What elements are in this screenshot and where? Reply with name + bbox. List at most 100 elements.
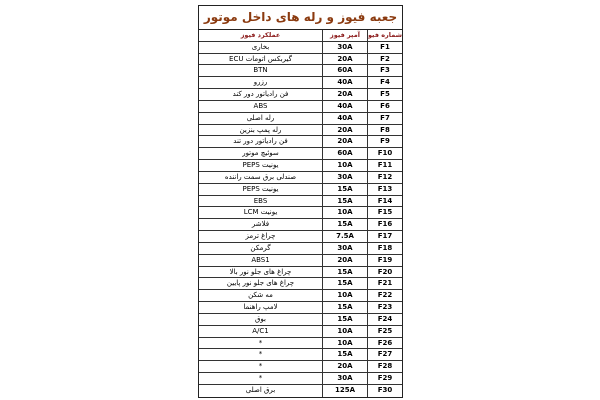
- table-row: رزرو 40A F4: [199, 77, 402, 90]
- fuse-function: گیربکس اتومات ECU: [199, 53, 323, 65]
- table-row: * 20A F28: [199, 361, 402, 374]
- fuse-number: F15: [377, 208, 393, 217]
- fuse-number: F16: [377, 220, 393, 229]
- fuse-function: رله اصلی: [199, 112, 323, 124]
- fuse-function: *: [199, 337, 323, 349]
- fuse-function: صندلی برق سمت راننده: [199, 171, 323, 183]
- table-row: چراغ ترمز 7.5A F17: [199, 231, 402, 243]
- fuse-function: BTN: [199, 65, 323, 77]
- fuse-amp: 10A: [323, 337, 368, 349]
- table-row: یونیت PEPS 10A F11: [199, 160, 402, 172]
- table-row: صندلی برق سمت راننده 30A F12: [199, 171, 402, 184]
- fuse-amp: 30A: [323, 41, 368, 53]
- fuse-amp: 15A: [323, 183, 368, 195]
- fuse-function: مه شکن: [199, 290, 323, 302]
- fuse-number: F13: [377, 184, 393, 193]
- table-row: * 10A F26: [199, 337, 402, 350]
- fuse-number: F2: [380, 54, 390, 63]
- header-amp: آمپر فیوز: [323, 30, 368, 41]
- header-number: شماره فیوز: [368, 31, 402, 39]
- table-row: چراغ های جلو نور بالا 15A F20: [199, 266, 402, 279]
- fuse-number: F8: [380, 125, 390, 134]
- fuse-function: بوق: [199, 313, 323, 325]
- fuse-amp: 40A: [323, 112, 368, 124]
- fuse-function: چراغ های جلو نور بالا: [199, 266, 323, 278]
- fuse-number: F19: [377, 255, 393, 264]
- fuse-amp: 15A: [323, 313, 368, 325]
- table-row: * 15A F27: [199, 349, 402, 362]
- fuse-function: فن رادیاتور دور کند: [199, 89, 323, 100]
- fuse-number: F11: [377, 161, 393, 170]
- fuse-number: F10: [377, 149, 393, 158]
- table-row: رله پمپ بنزین 20A F8: [199, 124, 402, 137]
- fuse-amp: 10A: [323, 207, 368, 219]
- fuse-amp: 10A: [323, 325, 368, 337]
- fuse-amp: 40A: [323, 100, 368, 112]
- table-row: فن رادیاتور دور تند 20A F9: [199, 136, 402, 149]
- fuse-amp: 15A: [323, 195, 368, 207]
- fuse-amp: 60A: [323, 148, 368, 160]
- table-row: مه شکن 10A F22: [199, 290, 402, 303]
- fuse-function: یونیت LCM: [199, 207, 323, 219]
- fuse-function: برق اصلی: [199, 384, 323, 397]
- fuse-amp: 125A: [323, 384, 368, 397]
- fuse-function: سوئیچ موتور: [199, 148, 323, 160]
- fuse-number: F9: [380, 137, 390, 146]
- fuse-function: بخاری: [199, 41, 323, 53]
- table-row: فن رادیاتور دور کند 20A F5: [199, 89, 402, 101]
- fuse-number: F27: [377, 350, 393, 359]
- table-row: چراغ های جلو نور پایین 15A F21: [199, 278, 402, 291]
- table-row: A/C1 10A F25: [199, 325, 402, 338]
- table-row: گیربکس اتومات ECU 20A F2: [199, 53, 402, 66]
- fuse-number: F28: [377, 362, 393, 371]
- table-row: ABS1 20A F19: [199, 254, 402, 267]
- fuse-number: F25: [377, 326, 393, 335]
- fuse-function: چراغ ترمز: [199, 231, 323, 242]
- fuse-number: F14: [377, 196, 393, 205]
- fuse-amp: 15A: [323, 349, 368, 361]
- fuse-amp: 15A: [323, 278, 368, 290]
- fuse-number: F18: [377, 243, 393, 252]
- fuse-function: فلاشر: [199, 219, 323, 231]
- fuse-number: F7: [380, 113, 390, 122]
- fuse-function: *: [199, 361, 323, 373]
- fuse-function: EBS: [199, 195, 323, 207]
- fuse-number: F30: [377, 385, 393, 394]
- table-row: یونیت PEPS 15A F13: [199, 183, 402, 196]
- header-row: عملکرد فیوز آمپر فیوز شماره فیوز: [199, 30, 402, 42]
- table-row: گرمکن 30A F18: [199, 242, 402, 255]
- fuse-amp: 20A: [323, 254, 368, 266]
- fuse-function: A/C1: [199, 325, 323, 337]
- table-row: BTN 60A F3: [199, 65, 402, 78]
- fuse-amp: 30A: [323, 373, 368, 384]
- table-row: رله اصلی 40A F7: [199, 112, 402, 125]
- fuse-amp: 30A: [323, 171, 368, 183]
- table-row: فلاشر 15A F16: [199, 219, 402, 232]
- fuse-amp: 20A: [323, 89, 368, 100]
- fuse-function: رله پمپ بنزین: [199, 124, 323, 136]
- fuse-amp: 15A: [323, 302, 368, 313]
- fuse-function: لامپ راهنما: [199, 302, 323, 313]
- fuse-function: چراغ های جلو نور پایین: [199, 278, 323, 290]
- fuse-table: جعبه فیوز و رله های داخل موتور عملکرد فی…: [198, 5, 403, 398]
- fuse-number: F4: [380, 78, 390, 87]
- fuse-function: ABS: [199, 100, 323, 112]
- table-row: سوئیچ موتور 60A F10: [199, 148, 402, 161]
- table-row: یونیت LCM 10A F15: [199, 207, 402, 220]
- fuse-amp: 10A: [323, 290, 368, 302]
- fuse-number: F21: [377, 279, 393, 288]
- fuse-number: F22: [377, 291, 393, 300]
- fuse-amp: 10A: [323, 160, 368, 171]
- table-title: جعبه فیوز و رله های داخل موتور: [199, 6, 402, 30]
- fuse-number: F24: [377, 314, 393, 323]
- fuse-number: F17: [377, 232, 393, 241]
- fuse-function: ABS1: [199, 254, 323, 266]
- fuse-number: F20: [377, 267, 393, 276]
- fuse-amp: 15A: [323, 266, 368, 278]
- header-function: عملکرد فیوز: [199, 30, 323, 41]
- fuse-function: گرمکن: [199, 242, 323, 254]
- fuse-amp: 20A: [323, 53, 368, 65]
- fuse-function: یونیت PEPS: [199, 160, 323, 171]
- fuse-number: F1: [380, 42, 390, 51]
- fuse-amp: 20A: [323, 124, 368, 136]
